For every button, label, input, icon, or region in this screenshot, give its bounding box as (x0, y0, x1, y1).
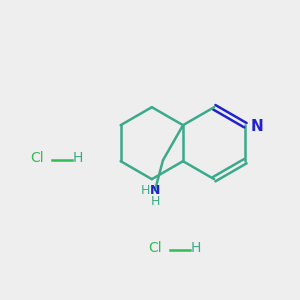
Text: Cl: Cl (30, 151, 43, 165)
Text: H: H (191, 241, 201, 255)
Text: H: H (73, 151, 83, 165)
Text: H: H (150, 195, 160, 208)
Text: H: H (140, 184, 150, 197)
Text: N: N (250, 119, 263, 134)
Text: Cl: Cl (148, 241, 162, 255)
Text: N: N (150, 184, 160, 197)
